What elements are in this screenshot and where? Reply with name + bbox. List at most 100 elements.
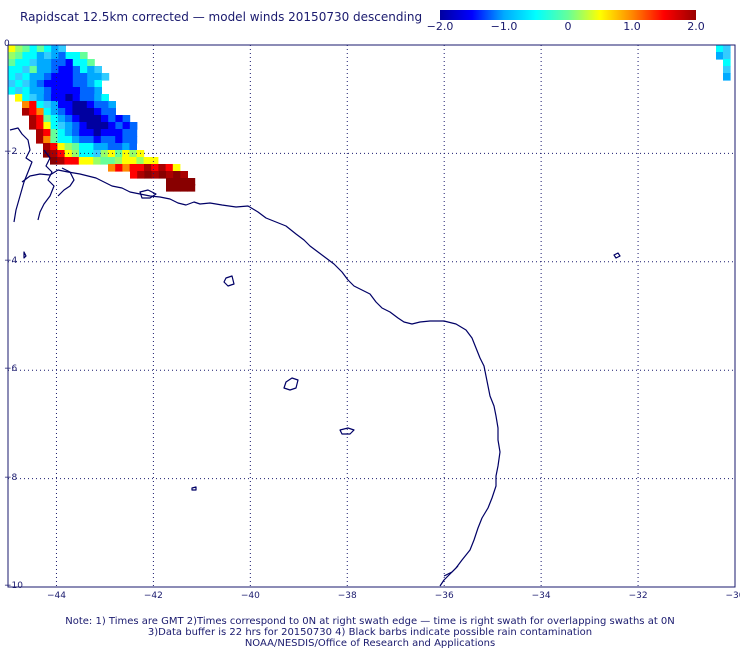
swath-cell (57, 143, 65, 151)
swath-cell (80, 52, 88, 60)
swath-cell (101, 122, 109, 130)
longitude-label: −36 (434, 591, 454, 601)
colorbar (440, 10, 696, 20)
swath-cell (50, 108, 59, 116)
swath-cell (723, 45, 731, 53)
swath-cell (72, 73, 81, 81)
swath-cell (22, 52, 30, 60)
swath-cell (80, 80, 88, 88)
swath-cell (65, 52, 74, 60)
swath-cell (44, 66, 52, 74)
swath-cell (50, 115, 59, 123)
swath-cell (36, 122, 44, 130)
swath-cell (107, 157, 116, 165)
swath-cell (51, 73, 59, 81)
swath-cell (72, 80, 81, 88)
swath-cell (43, 94, 52, 102)
swath-cell (108, 164, 116, 172)
swath-cell (29, 66, 38, 74)
swath-cell (50, 143, 58, 151)
swath-cell (94, 80, 102, 88)
swath-cell (22, 101, 30, 109)
swath-cell (86, 157, 94, 165)
swath-cell (22, 80, 30, 88)
swath-cell (65, 94, 73, 102)
swath-cell (150, 157, 159, 165)
swath-cell (51, 52, 59, 60)
swath-cell (115, 129, 123, 137)
swath-cell (180, 178, 188, 186)
swath-cell (107, 150, 116, 158)
swath-cell (58, 94, 66, 102)
swath-cell (57, 122, 66, 130)
swath-cell (44, 52, 52, 60)
swath-cell (723, 52, 731, 60)
swath-cell (72, 66, 81, 74)
swath-cell (15, 80, 23, 88)
swath-cell (136, 157, 144, 165)
swath-cell (15, 94, 23, 102)
swath-cell (122, 150, 130, 158)
swath-cell (114, 157, 123, 165)
small-island-a (23, 251, 27, 259)
swath-cell (43, 143, 51, 151)
swath-cell (51, 87, 59, 95)
swath-cell (50, 129, 58, 137)
swath-cell (64, 129, 73, 137)
swath-cell (79, 115, 87, 123)
swath-cell (122, 136, 130, 144)
swath-cell (36, 136, 44, 144)
swath-cell (86, 101, 95, 109)
swath-cell (72, 101, 80, 109)
swath-cell (29, 108, 37, 116)
swath-cell (22, 66, 30, 74)
swath-cell (101, 94, 109, 102)
swath-cell (79, 94, 88, 102)
swath-cell (8, 52, 16, 60)
swath-cell (65, 73, 74, 81)
swath-cell (723, 73, 731, 81)
swath-cell (15, 73, 23, 81)
swath-cell (36, 94, 45, 102)
maranhao-bay-west (37, 149, 55, 221)
swath-cell (8, 80, 16, 88)
swath-cell (115, 122, 123, 130)
swath-cell (165, 164, 174, 172)
swath-cell (36, 80, 45, 88)
swath-cell (36, 45, 45, 53)
swath-cell (58, 73, 66, 81)
swath-cell (72, 94, 81, 102)
swath-cell (144, 164, 152, 172)
swath-cell (129, 129, 138, 137)
latitude-label: −8 (4, 472, 18, 483)
swath-cell (65, 101, 73, 109)
swath-cell (137, 171, 145, 179)
swath-cell (8, 45, 16, 53)
swath-cell (43, 101, 52, 109)
longitude-label: −34 (531, 591, 551, 601)
swath-cell (15, 45, 23, 53)
swath-cell (44, 73, 52, 81)
swath-cell (100, 136, 109, 144)
swath-cell (58, 101, 66, 109)
swath-cell (86, 129, 94, 137)
swath-cell (122, 164, 130, 172)
colorbar-gradient (440, 10, 696, 20)
swath-cell (129, 164, 138, 172)
swath-cell (72, 129, 80, 137)
swath-cell (58, 59, 66, 67)
swath-cell (65, 87, 74, 95)
swath-cell (166, 171, 174, 179)
swath-cell (93, 143, 101, 151)
swath-cell (29, 45, 38, 53)
swath-cell (79, 129, 87, 137)
swath-cell (8, 66, 16, 74)
swath-cell (65, 59, 74, 67)
swath-cell (44, 87, 52, 95)
swath-cell (65, 80, 74, 88)
colorbar-tick-label: 2.0 (687, 20, 705, 33)
swath-cell (93, 136, 102, 144)
swath-cell (129, 157, 137, 165)
swath-cell (100, 129, 109, 137)
swath-cell (36, 108, 44, 116)
